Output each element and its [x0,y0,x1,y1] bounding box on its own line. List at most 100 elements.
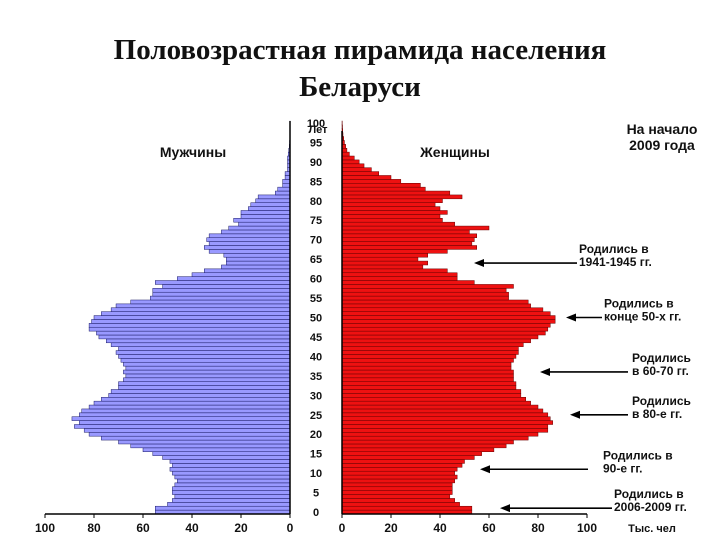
female-bar-age-68 [341,245,477,250]
male-bar-age-58 [162,284,291,289]
female-bar-age-19 [341,435,529,441]
male-bar-age-6 [172,486,291,491]
male-bar-age-14 [162,455,291,460]
male-bar-age-48 [88,323,291,328]
female-bar-age-1 [341,505,473,511]
male-bar-age-1 [155,505,291,511]
male-bar-age-50 [93,315,291,320]
female-bar-age-13 [341,459,465,464]
annotation-line-1: Родились [632,394,691,408]
female-bar-age-72 [341,229,470,235]
annotation-arrow-head [540,367,550,376]
annotation-line-2: 2006-2009 гг. [614,500,687,514]
annotation-line-1: Родились в [603,448,673,462]
male-bar-age-53 [115,303,291,309]
age-tick-label: 5 [313,488,319,500]
female-bar-age-69 [341,241,473,246]
legend-male-label: Мужчины [160,144,226,160]
female-bar-age-86 [341,175,392,180]
age-tick-label: 85 [310,176,322,188]
female-bar-age-67 [341,249,448,254]
male-bar-age-44 [106,338,291,344]
age-tick-label: 75 [310,215,322,227]
female-bar-age-60 [341,276,458,281]
female-bar-age-32 [341,385,517,390]
male-bar-age-75 [233,218,291,223]
female-bar-age-59 [341,280,475,285]
male-bar-age-37 [125,365,291,371]
age-tick-label: 10 [310,468,322,480]
slide-title: Половозрастная пирамида населения Белару… [0,32,720,106]
male-bar-age-28 [93,400,291,406]
male-bar-age-2 [167,502,291,507]
male-bar-age-39 [120,358,291,363]
female-bar-age-79 [341,202,436,207]
age-tick-label: 100 [307,118,325,130]
male-bar-age-15 [152,451,291,456]
male-bar-age-25 [79,412,291,417]
male-bar-age-5 [172,490,291,495]
female-bar-age-76 [341,214,441,219]
age-tick-label: 55 [310,293,322,305]
age-tick-label: 30 [310,390,322,402]
female-bar-age-38 [341,361,512,367]
male-bar-age-74 [238,221,291,227]
female-bar-age-55 [341,295,509,301]
female-bar-age-4 [341,494,451,499]
female-x-tick-label: 0 [339,521,346,535]
male-bar-age-56 [152,291,291,297]
male-bar-age-80 [255,198,291,203]
male-bar-age-40 [118,354,291,359]
age-tick-label: 20 [310,429,322,441]
female-bar-age-16 [341,447,495,452]
male-bar-age-46 [96,330,291,336]
female-bar-age-42 [341,346,519,351]
male-bar-age-72 [221,229,291,235]
male-bar-age-47 [88,326,291,332]
female-bar-age-75 [341,218,443,223]
female-bar-age-64 [341,260,428,266]
male-x-tick-label: 100 [35,521,55,535]
female-bar-age-61 [341,272,458,277]
male-bar-age-52 [110,307,291,312]
female-bar-age-83 [341,186,426,192]
age-tick-label: 0 [313,507,319,519]
male-bar-age-78 [248,206,291,211]
male-bar-age-22 [74,424,291,429]
age-tick-label: 40 [310,351,322,363]
male-bar-age-71 [208,233,291,238]
male-bar-age-11 [169,467,291,472]
female-bar-age-6 [341,486,453,491]
annotation-line-2: конце 50-х гг. [604,310,681,324]
female-bar-age-50 [341,315,556,320]
female-bar-age-23 [341,420,553,425]
male-bar-age-59 [155,280,291,285]
female-bar-age-31 [341,389,522,394]
male-x-tick-label: 80 [87,521,101,535]
male-bar-age-33 [118,381,291,386]
female-bar-age-45 [341,334,539,340]
female-bar-age-5 [341,490,453,495]
corner-note-line-1: На начало [627,121,698,137]
male-bars [71,120,291,515]
female-bar-age-54 [341,299,529,305]
male-bar-age-51 [101,311,291,316]
male-bar-age-24 [71,416,291,421]
male-bar-age-68 [204,245,291,250]
male-bar-age-82 [275,190,291,196]
male-bar-age-43 [110,342,291,347]
male-bar-age-49 [91,319,291,324]
female-bar-age-56 [341,291,509,297]
annotation-arrow-head [570,410,580,419]
male-bar-age-42 [118,346,291,351]
annotation-arrow-head [474,259,484,268]
age-tick-label: 65 [310,254,322,266]
male-bar-age-85 [282,179,291,184]
male-bar-age-13 [169,459,291,464]
age-tick-label: 15 [310,449,322,461]
male-bar-age-67 [208,249,291,254]
female-bar-age-41 [341,350,519,355]
female-bar-age-58 [341,284,514,289]
